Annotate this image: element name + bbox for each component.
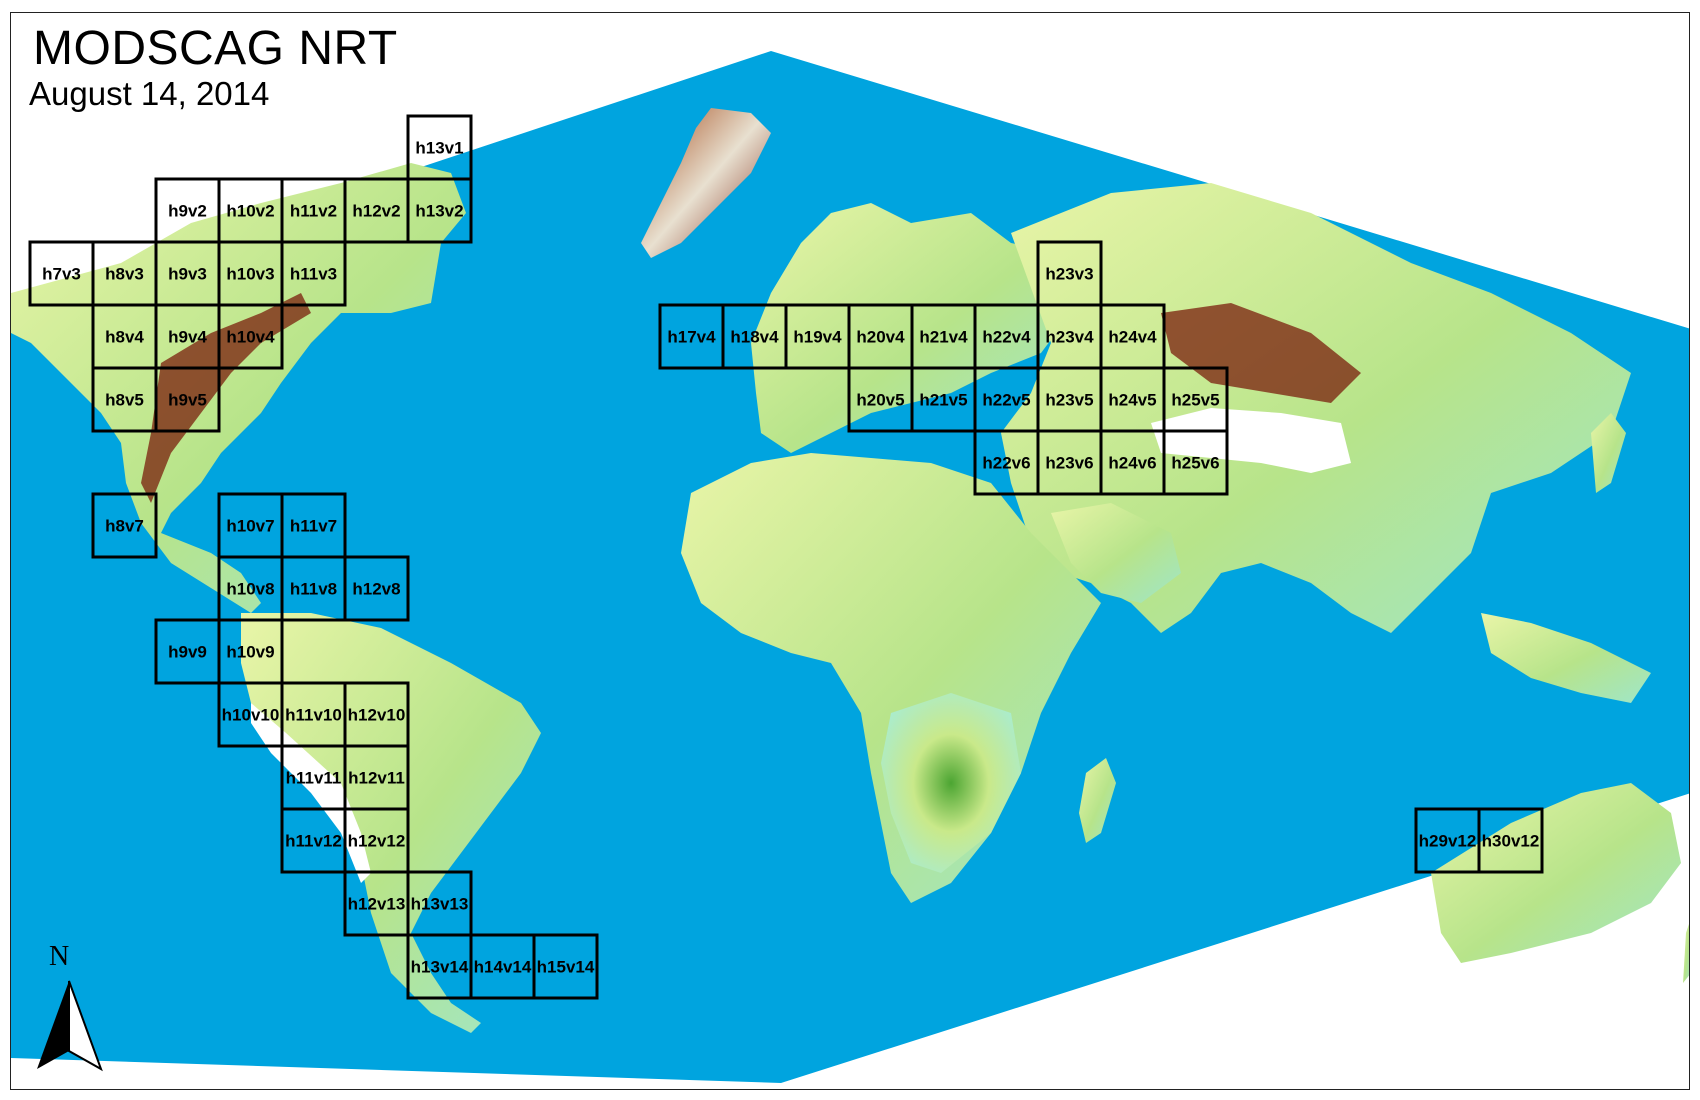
north-arrow-icon	[37, 980, 103, 1072]
tile-label-h25v5: h25v5	[1171, 391, 1219, 410]
tile-label-h12v10: h12v10	[348, 706, 406, 725]
tile-label-h20v4: h20v4	[856, 328, 905, 347]
tile-label-h11v8: h11v8	[290, 580, 337, 599]
tile-label-h29v12: h29v12	[1419, 832, 1477, 851]
tile-label-h11v7: h11v7	[290, 517, 337, 536]
tile-label-h20v5: h20v5	[856, 391, 904, 410]
tile-label-h22v4: h22v4	[982, 328, 1031, 347]
map-frame: h13v1 h9v2 h10v2 h11v2 h12v2 h13v2 h7v3 h8v3 h9v…	[10, 12, 1690, 1090]
tile-label-h22v5: h22v5	[982, 391, 1030, 410]
terrain-southern-africa	[881, 693, 1021, 873]
tile-label-h18v4: h18v4	[730, 328, 779, 347]
tile-label-h21v4: h21v4	[919, 328, 968, 347]
tile-label-h24v5: h24v5	[1108, 391, 1156, 410]
tile-label-h23v3: h23v3	[1045, 265, 1093, 284]
tile-label-h10v2: h10v2	[226, 202, 274, 221]
landmass-new-zealand	[1683, 924, 1689, 983]
tile-label-h7v3: h7v3	[42, 265, 81, 284]
tile-label-h21v5: h21v5	[919, 391, 967, 410]
tile-label-h19v4: h19v4	[793, 328, 842, 347]
tile-label-h10v3: h10v3	[226, 265, 274, 284]
tile-grid: h13v1 h9v2 h10v2 h11v2 h12v2 h13v2 h7v3 h8v3 h9v…	[28, 114, 1544, 1000]
tile-label-h13v14: h13v14	[411, 958, 469, 977]
landmass-asia	[1001, 183, 1631, 633]
map-title: MODSCAG NRT	[33, 22, 398, 75]
landmass-japan	[1591, 413, 1626, 493]
tile-label-h8v4: h8v4	[105, 328, 144, 347]
tile-label-h12v8: h12v8	[352, 580, 400, 599]
tile-h8v7	[91, 492, 158, 559]
tile-h15v14	[532, 933, 599, 1000]
terrain-asia-highlands	[1161, 303, 1361, 403]
tile-h11v3	[280, 240, 347, 307]
tile-label-h15v14: h15v14	[537, 958, 595, 977]
tile-label-h12v2: h12v2	[352, 202, 400, 221]
tile-label-h23v4: h23v4	[1045, 328, 1094, 347]
landmass-greenland	[641, 108, 771, 258]
landmass-north-america	[11, 163, 466, 613]
landmass-indonesia	[1481, 613, 1651, 703]
tile-label-h14v14: h14v14	[474, 958, 532, 977]
tile-label-h10v8: h10v8	[226, 580, 274, 599]
tile-label-h12v13: h12v13	[348, 895, 406, 914]
landmass-australia	[1431, 783, 1681, 963]
world-map: h13v1 h9v2 h10v2 h11v2 h12v2 h13v2 h7v3 h8v3 h9v…	[11, 51, 1689, 1083]
map-date: August 14, 2014	[29, 75, 270, 112]
tile-label-h13v1: h13v1	[415, 139, 463, 158]
tile-label-h9v5: h9v5	[168, 391, 207, 410]
tile-label-h9v2: h9v2	[168, 202, 207, 221]
tile-label-h9v3: h9v3	[168, 265, 207, 284]
tile-h13v2	[406, 177, 473, 244]
tile-label-h10v9: h10v9	[226, 643, 274, 662]
tile-label-h9v4: h9v4	[168, 328, 207, 347]
north-label: N	[49, 941, 70, 972]
tile-h10v4	[217, 303, 284, 370]
landmass-arabia	[1051, 503, 1181, 603]
tile-label-h11v11: h11v11	[286, 769, 342, 788]
tile-label-h10v4: h10v4	[226, 328, 275, 347]
tile-label-h25v6: h25v6	[1171, 454, 1219, 473]
tile-label-h10v7: h10v7	[226, 517, 274, 536]
tile-label-h23v6: h23v6	[1045, 454, 1093, 473]
terrain-himalaya	[1151, 408, 1351, 473]
tile-label-h23v5: h23v5	[1045, 391, 1093, 410]
tile-label-h8v3: h8v3	[105, 265, 144, 284]
tile-label-h9v9: h9v9	[168, 643, 207, 662]
tile-label-h30v12: h30v12	[1482, 832, 1540, 851]
tile-label-h11v3: h11v3	[290, 265, 337, 284]
tile-h25v6	[1162, 429, 1229, 496]
tile-h9v5	[154, 366, 221, 433]
landmass-south-america	[241, 613, 541, 1033]
tile-label-h12v12: h12v12	[348, 832, 406, 851]
tile-label-h12v11: h12v11	[348, 769, 405, 788]
tile-label-h24v4: h24v4	[1108, 328, 1157, 347]
tile-label-h8v7: h8v7	[105, 517, 144, 536]
terrain-rockies	[141, 293, 311, 503]
tile-label-h22v6: h22v6	[982, 454, 1030, 473]
tile-label-h11v2: h11v2	[290, 202, 337, 221]
tile-label-h11v10: h11v10	[285, 706, 342, 725]
tile-h12v8	[343, 555, 410, 622]
tile-h30v12	[1477, 807, 1544, 874]
tile-label-h24v6: h24v6	[1108, 454, 1156, 473]
tile-label-h17v4: h17v4	[667, 328, 716, 347]
tile-label-h13v13: h13v13	[411, 895, 469, 914]
tile-label-h11v12: h11v12	[285, 832, 342, 851]
tile-h23v3	[1036, 240, 1103, 307]
tile-label-h13v2: h13v2	[415, 202, 463, 221]
landmass-madagascar	[1079, 758, 1116, 843]
tile-label-h10v10: h10v10	[222, 706, 280, 725]
tile-label-h8v5: h8v5	[105, 391, 144, 410]
